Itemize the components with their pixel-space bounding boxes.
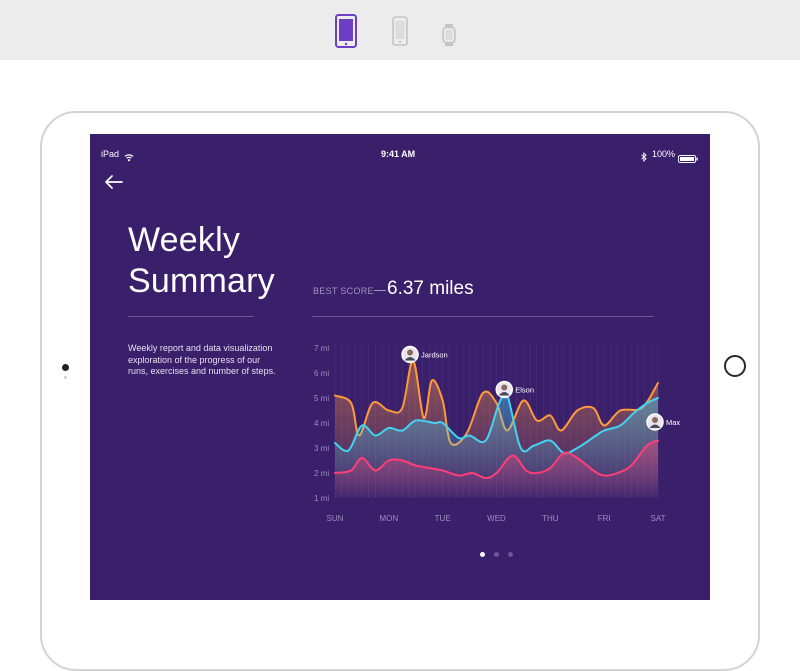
title-line-2: Summary xyxy=(128,262,275,300)
series-area-max xyxy=(335,440,658,498)
bluetooth-icon xyxy=(641,149,647,167)
status-device-name: iPad xyxy=(101,149,120,159)
avatar-body xyxy=(404,357,416,361)
avatar-head xyxy=(501,384,508,391)
title-divider xyxy=(128,316,254,317)
x-tick-label: SAT xyxy=(651,514,666,523)
front-camera xyxy=(62,364,69,371)
y-tick-label: 3 mi xyxy=(314,444,329,453)
avatar-jardson[interactable]: Jardson xyxy=(401,345,448,364)
y-tick-label: 7 mi xyxy=(314,344,329,353)
title-line-1: Weekly xyxy=(128,221,241,259)
series-line-jardson[interactable] xyxy=(334,359,659,446)
y-tick-label: 6 mi xyxy=(314,369,329,378)
home-button[interactable] xyxy=(724,355,746,377)
best-score-dash xyxy=(374,290,386,291)
y-tick-label: 4 mi xyxy=(314,419,329,428)
weekly-distance-chart: 1 mi 2 mi 3 mi 4 mi 5 mi 6 mi 7 mi SUN MON TUE WED… xyxy=(314,344,680,523)
avatar-max[interactable]: Max xyxy=(646,413,680,431)
page-title: Weekly Summary xyxy=(128,220,275,302)
device-switcher-bar xyxy=(0,0,800,60)
status-battery-percent: 100% xyxy=(652,149,676,159)
page-dot[interactable] xyxy=(480,552,485,557)
y-tick-label: 5 mi xyxy=(314,394,329,403)
page-dot[interactable] xyxy=(494,552,499,557)
watch-device-icon[interactable] xyxy=(442,24,456,51)
y-tick-label: 2 mi xyxy=(314,469,329,478)
camera-sensor xyxy=(64,376,67,379)
avatar-body xyxy=(649,424,661,428)
avatar-head xyxy=(407,349,414,356)
series-line-max[interactable] xyxy=(334,439,659,480)
best-score-value: 6.37 miles xyxy=(387,278,474,299)
avatar-elson[interactable]: Elson xyxy=(495,380,534,399)
app-screen: iPad 9:41 AM 100% Weekly Summary Weekly … xyxy=(90,134,710,600)
x-tick-label: MON xyxy=(379,514,398,523)
x-tick-label: FRI xyxy=(598,514,611,523)
page-description: Weekly report and data visualization exp… xyxy=(128,343,276,377)
avatar-body xyxy=(498,392,510,396)
avatar-label: Jardson xyxy=(421,351,448,360)
best-score-divider xyxy=(312,316,654,317)
x-tick-label: WED xyxy=(487,514,506,523)
iphone-device-icon[interactable] xyxy=(392,16,408,51)
wifi-icon xyxy=(124,149,134,167)
back-arrow-icon[interactable] xyxy=(104,174,124,195)
avatar-label: Elson xyxy=(515,386,534,395)
avatar-head xyxy=(652,417,658,423)
series-line-elson[interactable] xyxy=(334,391,659,455)
status-time: 9:41 AM xyxy=(381,149,416,159)
x-tick-label: SUN xyxy=(327,514,344,523)
ipad-device-icon[interactable] xyxy=(335,14,357,53)
x-tick-label: TUE xyxy=(435,514,451,523)
y-tick-label: 1 mi xyxy=(314,494,329,503)
avatar-label: Max xyxy=(666,418,680,427)
page-dot[interactable] xyxy=(508,552,513,557)
best-score-label: BEST SCORE xyxy=(313,286,374,296)
x-tick-label: THU xyxy=(542,514,559,523)
battery-icon xyxy=(678,150,698,168)
